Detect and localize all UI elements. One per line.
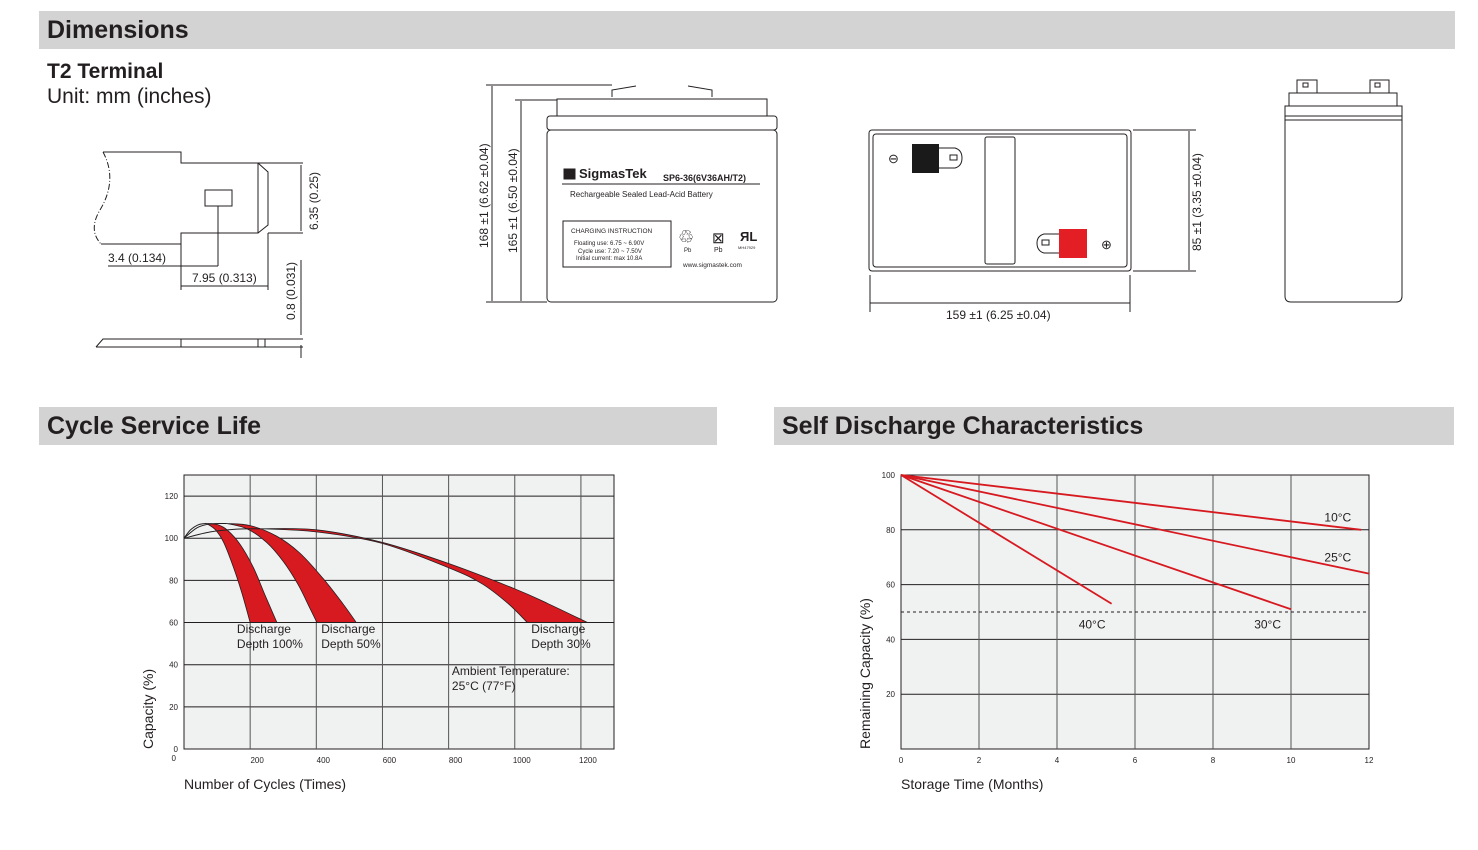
y-tick-label: 80 xyxy=(886,526,895,535)
series-line xyxy=(900,474,1113,605)
height-total-dim: 168 ±1 (6.62 ±0.04) xyxy=(477,143,491,248)
ul-code: MH47929 xyxy=(738,245,756,250)
x-tick-label: 600 xyxy=(383,756,397,765)
cycle-life-header: Cycle Service Life xyxy=(39,407,717,445)
y-tick-label: 20 xyxy=(886,690,895,699)
height-case-dim: 165 ±1 (6.50 ±0.04) xyxy=(506,148,520,253)
annotation-text: Discharge xyxy=(237,622,291,636)
terminal-dim-thickness: 0.8 (0.031) xyxy=(284,262,298,320)
website: www.sigmastek.com xyxy=(682,262,742,269)
y-tick-label: 0 xyxy=(174,745,179,754)
x-axis-label: Number of Cycles (Times) xyxy=(184,776,346,792)
y-tick-label: 80 xyxy=(169,576,178,585)
y-axis-label: Remaining Capacity (%) xyxy=(857,598,873,749)
x-tick-label: 8 xyxy=(1211,756,1216,765)
x-tick-label: 800 xyxy=(449,756,463,765)
y-tick-label: 40 xyxy=(169,661,178,670)
y-tick-label: 20 xyxy=(169,703,178,712)
annotation-text: 25°C (77°F) xyxy=(452,679,516,693)
series-label: 30°C xyxy=(1254,617,1281,631)
terminal-dim-length: 7.95 (0.313) xyxy=(192,271,257,285)
annotation-text: Ambient Temperature: xyxy=(452,664,570,678)
brand-name: SigmasTek xyxy=(579,166,647,181)
ul-mark-icon: ЯL xyxy=(740,229,757,244)
pb-label-2: Pb xyxy=(714,247,723,254)
x-tick-label: 2 xyxy=(977,756,982,765)
negative-terminal-icon: ⊖ xyxy=(888,151,899,166)
terminal-title: T2 Terminal xyxy=(47,60,164,83)
annotation-text: Depth 50% xyxy=(321,637,381,651)
terminal-dim-hole: 3.4 (0.134) xyxy=(108,251,166,265)
x-tick-label: 200 xyxy=(250,756,264,765)
y-tick-label: 100 xyxy=(882,471,896,480)
annotation-text: Depth 30% xyxy=(531,637,591,651)
x-tick-label: 1200 xyxy=(579,756,597,765)
battery-description: Rechargeable Sealed Lead-Acid Battery xyxy=(570,190,713,199)
series-line xyxy=(900,474,1362,531)
x-tick-label: 12 xyxy=(1365,756,1374,765)
charging-title: CHARGING INSTRUCTION xyxy=(571,228,653,235)
initial-capacity-curve xyxy=(183,522,207,539)
x-tick-label: 10 xyxy=(1287,756,1296,765)
series-line xyxy=(900,474,1292,611)
x-tick-label: 4 xyxy=(1055,756,1060,765)
battery-side-view xyxy=(1284,79,1403,303)
annotation-text: Discharge xyxy=(321,622,375,636)
bin-icon: ⊠ xyxy=(712,230,725,247)
self-discharge-header: Self Discharge Characteristics xyxy=(774,407,1454,445)
x-tick-label: 6 xyxy=(1133,756,1138,765)
series-label: 40°C xyxy=(1079,617,1106,631)
series-label: 25°C xyxy=(1324,550,1351,564)
x-tick-label: 1000 xyxy=(513,756,531,765)
initial-capacity-curve xyxy=(183,522,227,539)
length-dim: 159 ±1 (6.25 ±0.04) xyxy=(946,308,1051,322)
x-tick-label: 0 xyxy=(899,756,904,765)
annotation-text: Discharge xyxy=(531,622,585,636)
series-label: 10°C xyxy=(1324,511,1351,525)
width-dim: 85 ±1 (3.35 ±0.04) xyxy=(1190,153,1204,251)
annotation-text: Depth 100% xyxy=(237,637,303,651)
model-number: SP6-36(6V36AH/T2) xyxy=(663,173,746,183)
y-tick-label: 100 xyxy=(165,534,179,543)
terminal-dim-height: 6.35 (0.25) xyxy=(307,172,321,230)
y-tick-label: 60 xyxy=(169,619,178,628)
initial-capacity-curve xyxy=(183,528,261,539)
x-axis-label: Storage Time (Months) xyxy=(901,776,1043,792)
positive-terminal-icon: ⊕ xyxy=(1101,237,1112,252)
series-line xyxy=(900,474,1370,575)
pb-label-1: Pb xyxy=(684,248,692,254)
y-tick-label: 0 xyxy=(172,754,177,763)
battery-front-view xyxy=(486,84,778,303)
y-tick-label: 120 xyxy=(165,492,179,501)
y-axis-label: Capacity (%) xyxy=(140,669,156,749)
dimensions-header: Dimensions xyxy=(39,11,1455,49)
x-tick-label: 400 xyxy=(317,756,331,765)
discharge-band xyxy=(205,522,278,623)
y-tick-label: 60 xyxy=(886,581,895,590)
initial-current: Initial current: max 10.8A xyxy=(576,256,642,262)
recycle-icon: ♲ xyxy=(678,227,694,247)
terminal-drawing xyxy=(93,151,303,358)
battery-top-view xyxy=(868,129,1196,312)
unit-label: Unit: mm (inches) xyxy=(47,85,212,108)
y-tick-label: 40 xyxy=(886,635,895,644)
cycle-use: Cycle use: 7.20 ~ 7.50V xyxy=(578,249,642,255)
floating-use: Floating use: 6.75 ~ 6.90V xyxy=(574,241,644,247)
